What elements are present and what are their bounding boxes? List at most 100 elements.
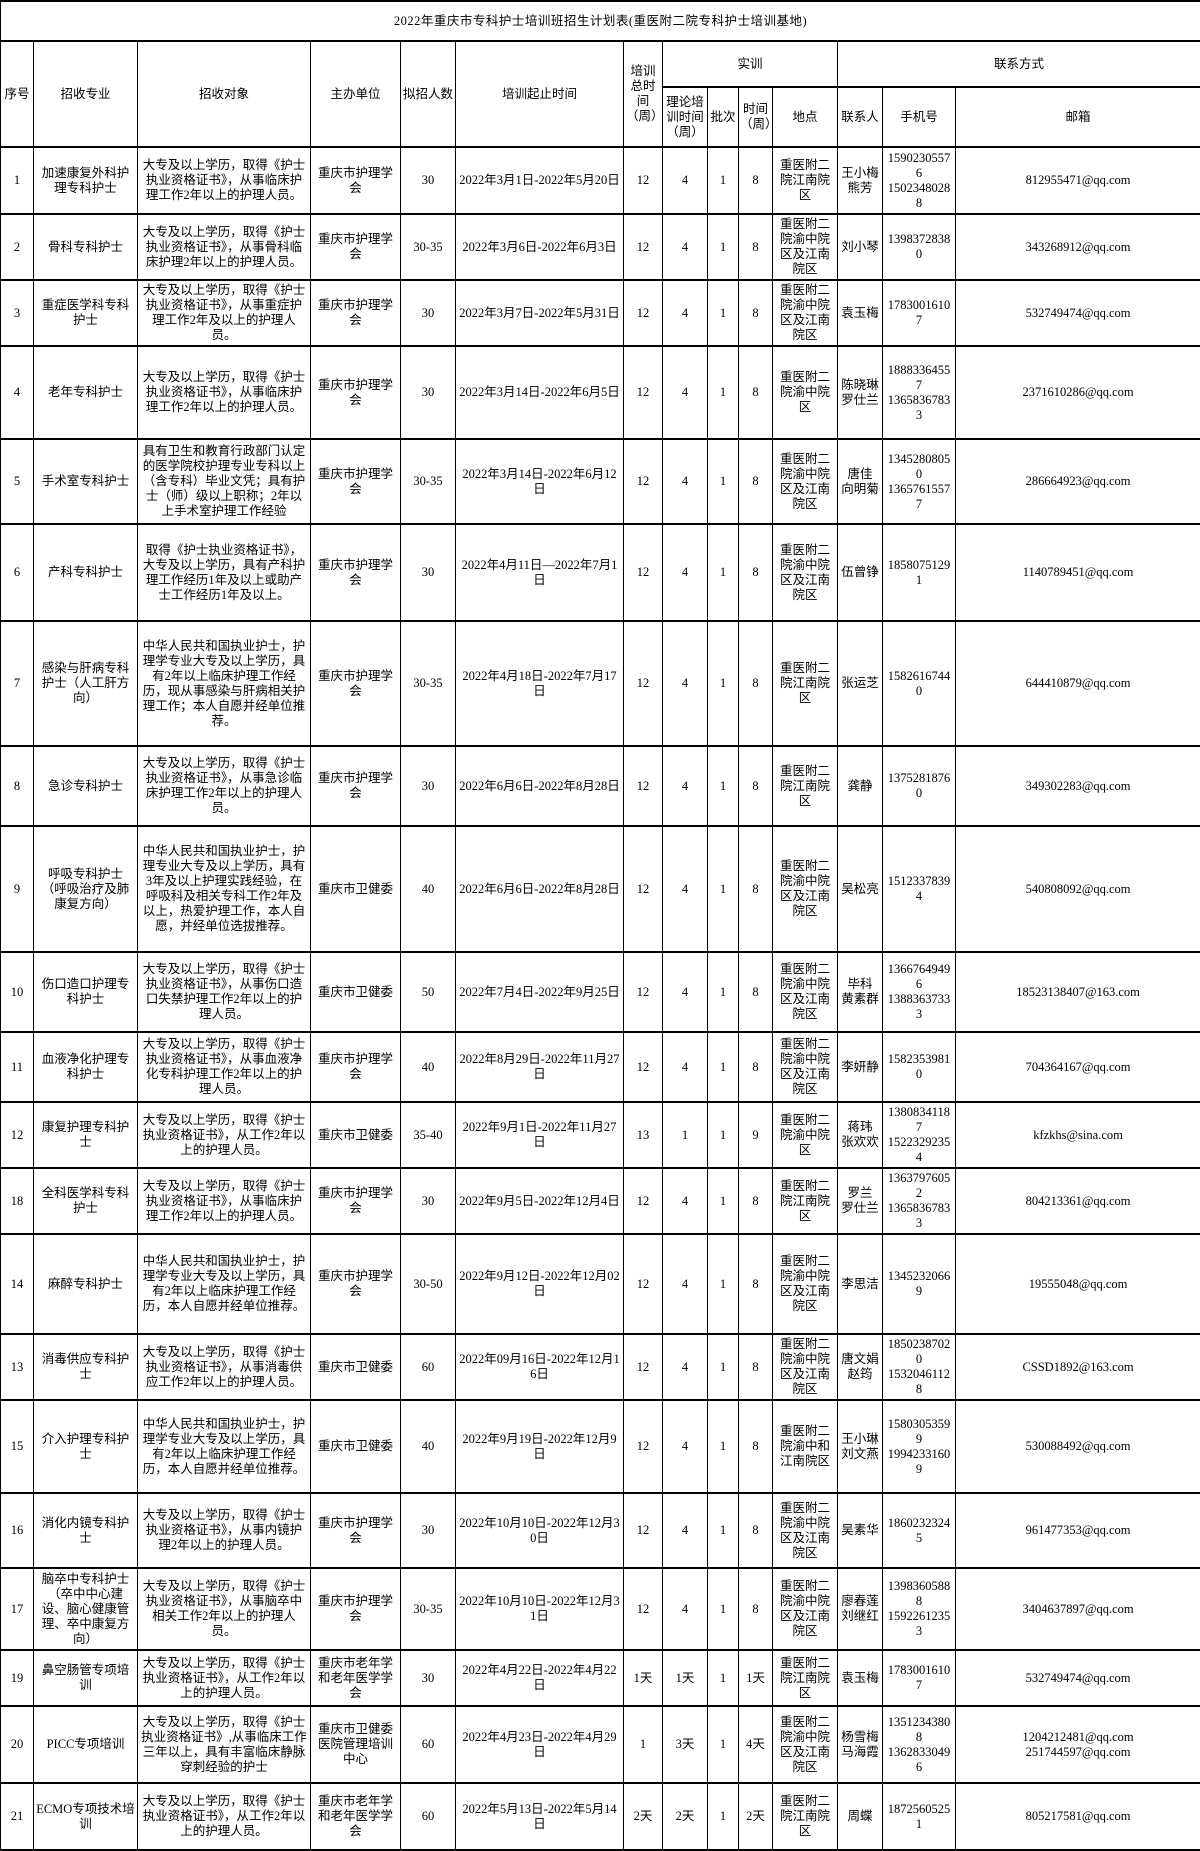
cell-location: 重医附二院江南院区 [773, 1783, 838, 1850]
cell-emails: 540808092@qq.com [956, 826, 1200, 952]
cell-theory: 1天 [663, 1650, 708, 1706]
cell-time: 8 [739, 952, 773, 1032]
cell-theory: 4 [663, 826, 708, 952]
cell-specialty: ECMO专项技术培训 [34, 1783, 138, 1850]
cell-period: 2022年4月23日-2022年4月29日 [456, 1706, 624, 1783]
cell-batch: 1 [708, 1493, 739, 1568]
cell-theory: 4 [663, 621, 708, 746]
cell-target: 大专及以上学历，取得《护士执业资格证书》，从事急诊临床护理工作2年以上的护理人员… [138, 746, 311, 826]
header-email: 邮箱 [956, 87, 1200, 147]
cell-specialty: 鼻空肠管专项培训 [34, 1650, 138, 1706]
cell-location: 重医附二院江南院区 [773, 1650, 838, 1706]
cell-phones: 17830016107 [883, 280, 956, 346]
title-row: 2022年重庆市专科护士培训班招生计划表(重医附二院专科护士培训基地) [1, 1, 1200, 41]
cell-emails: CSSD1892@163.com [956, 1334, 1200, 1400]
cell-phones: 13752818760 [883, 746, 956, 826]
header-total-weeks: 培训总时间（周） [624, 41, 663, 147]
cell-theory: 2天 [663, 1783, 708, 1850]
cell-emails: 343268912@qq.com [956, 214, 1200, 280]
cell-location: 重医附二院渝中院区及江南院区 [773, 214, 838, 280]
cell-time: 8 [739, 147, 773, 214]
cell-target: 大专及以上学历，取得《护士执业资格证书》，从事消毒供应工作2年以上的护理人员。 [138, 1334, 311, 1400]
cell-quota: 30 [401, 1650, 456, 1706]
cell-theory: 4 [663, 1234, 708, 1334]
cell-organizer: 重庆市卫健委医院管理培训中心 [311, 1706, 401, 1783]
cell-target: 大专及以上学历，取得《护士执业资格证书》,从事临床工作三年以上，具有丰富临床静脉… [138, 1706, 311, 1783]
cell-location: 重医附二院渝中和江南院区 [773, 1400, 838, 1493]
cell-time: 2天 [739, 1783, 773, 1850]
cell-organizer: 重庆市护理学会 [311, 1168, 401, 1234]
cell-period: 2022年9月5日-2022年12月4日 [456, 1168, 624, 1234]
cell-location: 重医附二院渝中院区及江南院区 [773, 1493, 838, 1568]
cell-organizer: 重庆市护理学会 [311, 1234, 401, 1334]
cell-quota: 30 [401, 524, 456, 621]
cell-emails: 1140789451@qq.com [956, 524, 1200, 621]
cell-time: 8 [739, 1168, 773, 1234]
cell-target: 具有卫生和教育行政部门认定的医学院校护理专业专科以上（含专科）毕业文凭；具有护士… [138, 439, 311, 524]
header-time-weeks: 时间（周） [739, 87, 773, 147]
cell-quota: 30 [401, 1168, 456, 1234]
cell-theory: 4 [663, 1032, 708, 1102]
cell-organizer: 重庆市护理学会 [311, 280, 401, 346]
cell-batch: 1 [708, 280, 739, 346]
cell-target: 中华人民共和国执业护士，护理专业大专及以上学历，具有3年及以上护理实践经验，在呼… [138, 826, 311, 952]
cell-contacts: 李思洁 [838, 1234, 883, 1334]
cell-time: 8 [739, 1568, 773, 1650]
cell-theory: 4 [663, 952, 708, 1032]
cell-quota: 30 [401, 1493, 456, 1568]
cell-batch: 1 [708, 1568, 739, 1650]
cell-period: 2022年3月14日-2022年6月12日 [456, 439, 624, 524]
cell-specialty: 麻醉专科护士 [34, 1234, 138, 1334]
cell-phones: 18580751291 [883, 524, 956, 621]
cell-time: 8 [739, 439, 773, 524]
header-contact-person: 联系人 [838, 87, 883, 147]
cell-total: 12 [624, 621, 663, 746]
cell-seq: 19 [1, 1650, 34, 1706]
cell-seq: 14 [1, 1234, 34, 1334]
cell-quota: 40 [401, 1400, 456, 1493]
cell-batch: 1 [708, 1032, 739, 1102]
cell-emails: 3404637897@qq.com [956, 1568, 1200, 1650]
cell-target: 大专及以上学历，取得《护士执业资格证书》，从事骨科临床护理2年以上的护理人员。 [138, 214, 311, 280]
cell-seq: 18 [1, 1168, 34, 1234]
cell-target: 大专及以上学历，取得《护士执业资格证书》，从事脑卒中相关工作2年以上的护理人员。 [138, 1568, 311, 1650]
cell-location: 重医附二院渝中院区及江南院区 [773, 1032, 838, 1102]
cell-seq: 16 [1, 1493, 34, 1568]
cell-organizer: 重庆市护理学会 [311, 1493, 401, 1568]
cell-specialty: 介入护理专科护士 [34, 1400, 138, 1493]
cell-seq: 5 [1, 439, 34, 524]
header-row-groups: 序号 招收专业 招收对象 主办单位 拟招人数 培训起止时间 培训总时间（周） 实… [1, 41, 1200, 87]
cell-total: 12 [624, 280, 663, 346]
cell-emails: 804213361@qq.com [956, 1168, 1200, 1234]
cell-contacts: 张运芝 [838, 621, 883, 746]
cell-theory: 1 [663, 1102, 708, 1168]
cell-time: 8 [739, 346, 773, 439]
cell-period: 2022年3月1日-2022年5月20日 [456, 147, 624, 214]
cell-location: 重医附二院渝中院区 [773, 1102, 838, 1168]
cell-quota: 40 [401, 1032, 456, 1102]
cell-phones: 17830016107 [883, 1650, 956, 1706]
cell-specialty: 骨科专科护士 [34, 214, 138, 280]
cell-location: 重医附二院江南院区 [773, 1168, 838, 1234]
cell-period: 2022年6月6日-2022年8月28日 [456, 826, 624, 952]
cell-seq: 3 [1, 280, 34, 346]
cell-quota: 60 [401, 1706, 456, 1783]
cell-total: 12 [624, 1334, 663, 1400]
cell-target: 中华人民共和国执业护士，护理学专业大专及以上学历，具有2年以上临床护理工作经历，… [138, 1400, 311, 1493]
cell-theory: 3天 [663, 1706, 708, 1783]
cell-quota: 40 [401, 826, 456, 952]
cell-quota: 60 [401, 1783, 456, 1850]
cell-phones: 13452320669 [883, 1234, 956, 1334]
cell-theory: 4 [663, 746, 708, 826]
cell-contacts: 龚静 [838, 746, 883, 826]
